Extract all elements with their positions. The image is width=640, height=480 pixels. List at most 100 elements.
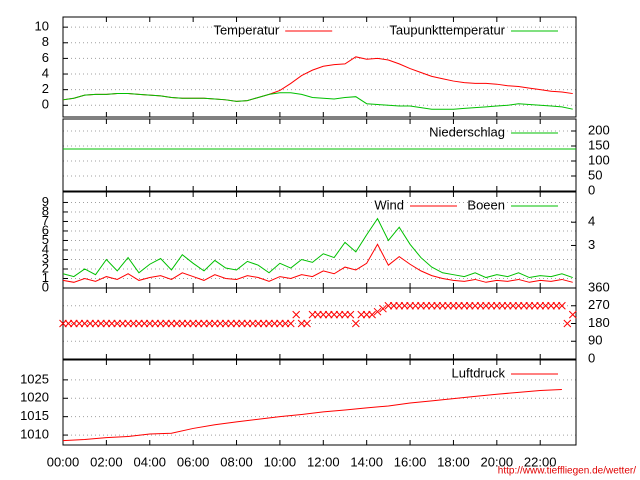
direction-marker: [568, 310, 577, 319]
y2-tick-label: 90: [588, 333, 602, 348]
series-line: [62, 388, 562, 442]
direction-marker: [558, 301, 566, 310]
y2-tick-label: 180: [588, 315, 610, 330]
direction-marker: [102, 319, 111, 328]
y2-tick-label: 3: [588, 237, 595, 252]
direction-marker: [151, 319, 160, 328]
y-tick-label: 1: [42, 270, 49, 285]
direction-marker: [129, 319, 138, 328]
direction-marker: [162, 319, 170, 328]
y-tick-label: 1010: [20, 427, 49, 442]
direction-marker: [379, 304, 387, 313]
panel-border: [62, 118, 577, 192]
direction-marker: [417, 301, 425, 310]
x-tick-label: 02:00: [90, 454, 123, 469]
direction-marker: [319, 310, 328, 319]
x-tick-label: 06:00: [177, 454, 210, 469]
direction-marker: [91, 319, 100, 328]
y-tick-label: 3: [42, 251, 49, 266]
direction-marker: [86, 319, 94, 328]
direction-marker: [276, 319, 284, 328]
y2-tick-label: 0: [588, 182, 595, 197]
direction-marker: [509, 301, 517, 310]
direction-marker: [503, 301, 512, 310]
direction-marker: [210, 319, 219, 328]
panel-border: [62, 359, 577, 446]
y-tick-label: 1020: [20, 390, 49, 405]
x-tick-label: 22:00: [524, 454, 557, 469]
series-line: [62, 217, 573, 279]
direction-marker: [541, 301, 550, 310]
series-line: [62, 243, 573, 283]
direction-marker: [444, 301, 452, 310]
direction-marker: [69, 319, 78, 328]
y-tick-label: 2: [42, 260, 49, 275]
y-tick-label: 1025: [20, 371, 49, 386]
direction-marker: [243, 319, 252, 328]
y-tick-label: 6: [42, 50, 49, 65]
direction-marker: [373, 307, 382, 316]
direction-marker: [455, 301, 463, 310]
direction-marker: [97, 319, 105, 328]
direction-marker: [281, 319, 290, 328]
direction-marker: [118, 319, 127, 328]
direction-marker: [124, 319, 132, 328]
direction-marker: [286, 319, 295, 328]
direction-marker: [156, 319, 165, 328]
panel-border: [62, 16, 577, 118]
y-tick-label: 10: [35, 19, 49, 34]
direction-marker: [335, 310, 344, 319]
direction-marker: [341, 310, 349, 319]
legend-label: Taupunkttemperatur: [389, 22, 505, 37]
direction-marker: [205, 319, 214, 328]
direction-marker: [238, 319, 246, 328]
direction-marker: [536, 301, 545, 310]
y-tick-label: 4: [42, 65, 49, 80]
direction-marker: [265, 319, 273, 328]
direction-marker: [270, 319, 279, 328]
x-tick-label: 20:00: [481, 454, 514, 469]
y-tick-label: 7: [42, 213, 49, 228]
direction-marker: [292, 310, 301, 319]
y-tick-label: 0: [42, 279, 49, 294]
direction-marker: [487, 301, 496, 310]
direction-marker: [178, 319, 187, 328]
direction-marker: [324, 310, 333, 319]
direction-marker: [395, 301, 404, 310]
legend-label: Temperatur: [213, 22, 279, 37]
direction-marker: [135, 319, 143, 328]
x-tick-label: 18:00: [437, 454, 470, 469]
direction-marker: [368, 310, 376, 319]
direction-marker: [406, 301, 414, 310]
legend-label: Niederschlag: [429, 124, 505, 139]
direction-marker: [297, 319, 306, 328]
direction-marker: [248, 319, 257, 328]
direction-marker: [438, 301, 447, 310]
direction-marker: [476, 301, 485, 310]
direction-marker: [411, 301, 420, 310]
x-tick-label: 10:00: [264, 454, 297, 469]
direction-marker: [482, 301, 490, 310]
direction-marker: [200, 319, 208, 328]
direction-marker: [194, 319, 203, 328]
direction-marker: [433, 301, 442, 310]
direction-marker: [530, 301, 539, 310]
direction-marker: [167, 319, 176, 328]
y-tick-label: 2: [42, 81, 49, 96]
y2-tick-label: 270: [588, 297, 610, 312]
y2-tick-label: 100: [588, 152, 610, 167]
legend-label: Boeen: [467, 197, 505, 212]
direction-marker: [514, 301, 523, 310]
direction-marker: [492, 301, 501, 310]
direction-marker: [460, 301, 469, 310]
y2-tick-label: 4: [588, 214, 595, 229]
direction-marker: [547, 301, 555, 310]
y-tick-label: 4: [42, 241, 49, 256]
y-tick-label: 8: [42, 203, 49, 218]
direction-marker: [216, 319, 225, 328]
legend-label: Wind: [374, 197, 404, 212]
direction-marker: [189, 319, 198, 328]
direction-marker: [427, 301, 436, 310]
x-tick-label: 08:00: [220, 454, 253, 469]
x-tick-label: 00:00: [47, 454, 80, 469]
